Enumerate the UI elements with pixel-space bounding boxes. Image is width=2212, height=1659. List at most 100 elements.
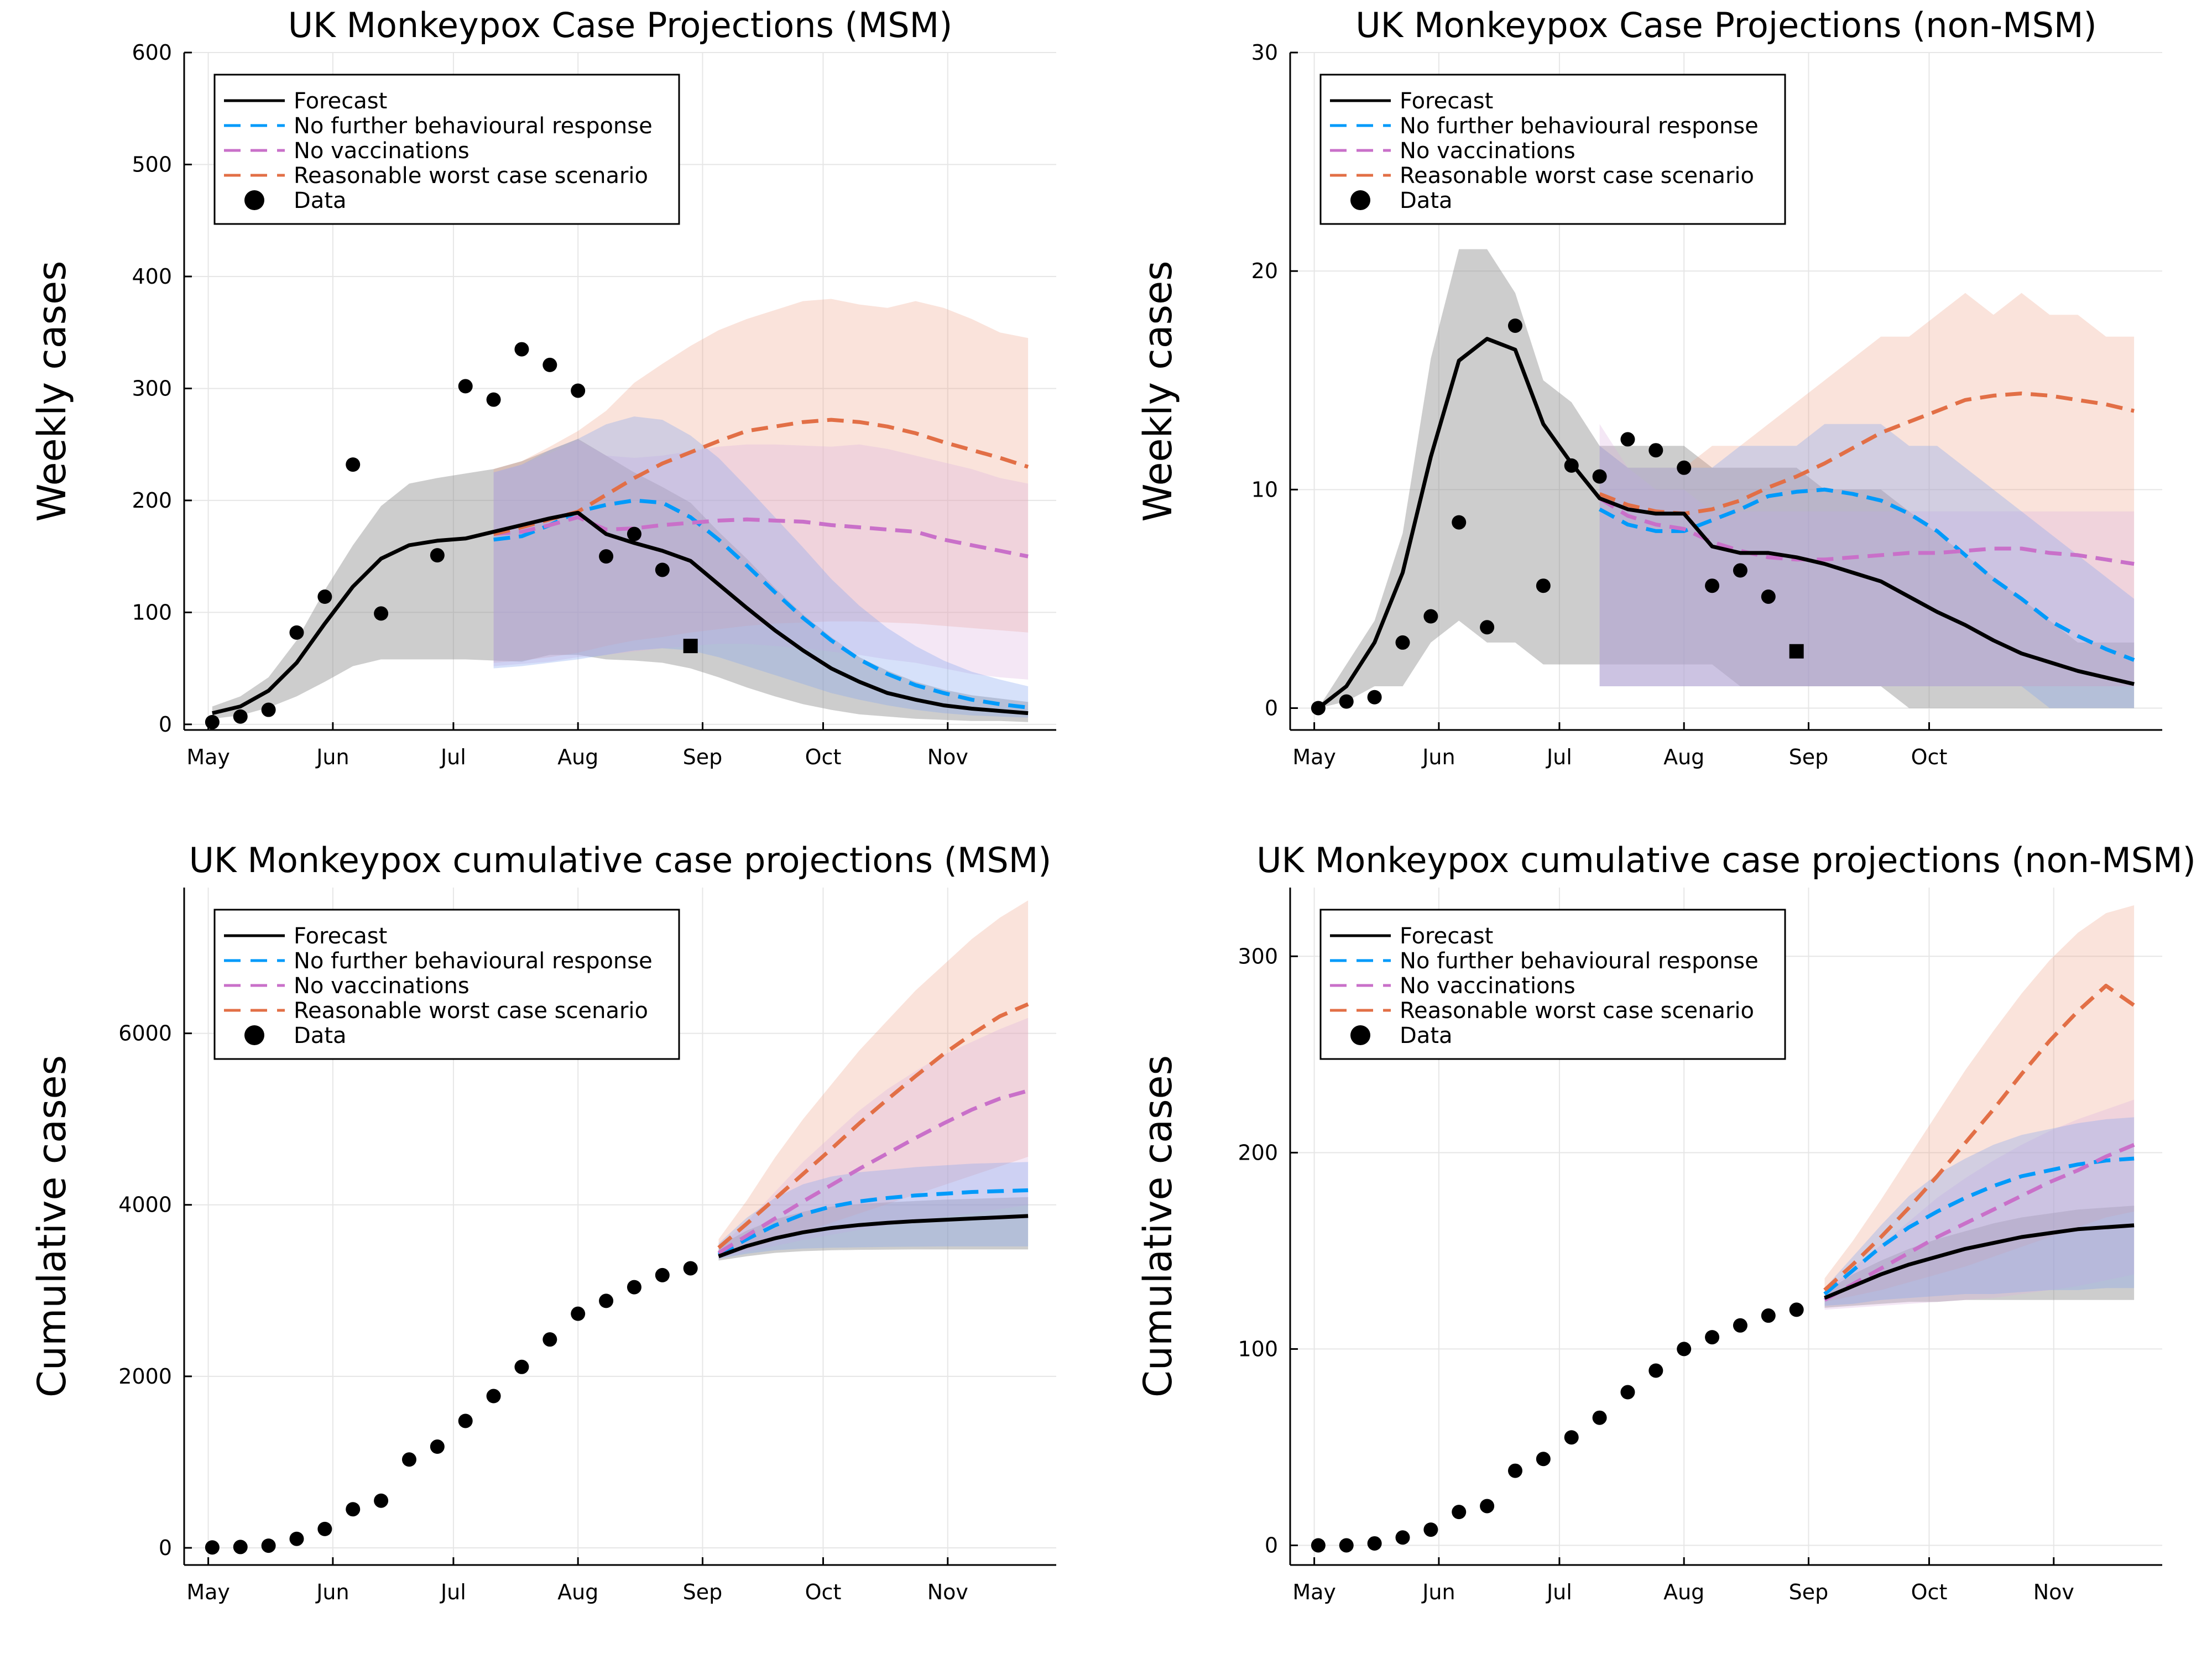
data-point [1648, 1363, 1663, 1378]
forecast-band [212, 439, 1029, 722]
data-point [1620, 432, 1635, 447]
forecast-line [1824, 1223, 2135, 1300]
no_vaccination-band [718, 1018, 1029, 1259]
data-point [599, 1293, 614, 1308]
forecast-line [1317, 337, 2135, 710]
data-point [1564, 1430, 1579, 1445]
chart-panel-1: 0 100 200 300 400 500 600 May Jun Jul Aug Sep Oct Nov… [29, 5, 1056, 769]
legend-label-forecast: Forecast [294, 88, 387, 114]
data-point [458, 1413, 473, 1428]
legend-marker-data [244, 190, 264, 210]
data-point [1761, 1308, 1776, 1323]
x-tick-label: May [1292, 1580, 1336, 1604]
data-point [1395, 1530, 1410, 1545]
chart-title: UK Monkeypox Case Projections (non-MSM) [1355, 5, 2096, 45]
data-point [1311, 1538, 1326, 1553]
y-tick-label: 4000 [118, 1193, 172, 1217]
data-point [514, 1359, 529, 1374]
data-point [542, 357, 557, 372]
worst_case-line [493, 418, 1029, 536]
y-axis-label: Cumulative cases [1135, 1055, 1181, 1397]
y-tick-label: 6000 [118, 1021, 172, 1046]
y-tick-label: 100 [132, 600, 172, 624]
data-point [1367, 1536, 1382, 1551]
data-point [655, 1267, 670, 1282]
y-tick-label: 0 [1265, 696, 1278, 720]
data-point [599, 549, 614, 564]
x-tick-label: Jun [315, 1580, 349, 1604]
data-point [1789, 1302, 1804, 1317]
x-tick-label: Aug [557, 1580, 598, 1604]
legend-label-data: Data [294, 188, 347, 213]
legend-label-worst_case: Reasonable worst case scenario [294, 163, 648, 189]
legend-label-worst_case: Reasonable worst case scenario [1400, 998, 1754, 1024]
data-point [346, 1502, 361, 1517]
x-tick-label: Sep [683, 1580, 723, 1604]
data-point [1480, 620, 1495, 635]
legend-label-data: Data [1400, 1023, 1453, 1048]
data-point [1592, 1410, 1607, 1425]
data-point [430, 548, 445, 563]
legend-label-data: Data [1400, 188, 1453, 213]
data-point [1452, 1505, 1467, 1520]
x-tick-label: Jul [440, 745, 466, 769]
data-point [1733, 563, 1747, 578]
legend-box [213, 909, 680, 1060]
legend-label-forecast: Forecast [1400, 88, 1493, 114]
data-point [542, 1332, 557, 1347]
legend-label-forecast: Forecast [294, 924, 387, 949]
data-point [627, 526, 641, 541]
x-tick-label: Aug [557, 745, 598, 769]
data-point [458, 379, 473, 394]
data-point [571, 1306, 586, 1321]
y-tick-label: 200 [132, 488, 172, 513]
chart-title: UK Monkeypox cumulative case projections… [189, 840, 1052, 880]
y-tick-label: 0 [159, 1536, 172, 1560]
y-axis-label: Weekly cases [29, 260, 75, 521]
data-point [486, 392, 501, 407]
forecast-line [718, 1214, 1029, 1259]
worst_case-line [717, 1002, 1029, 1249]
worst_case-band [1824, 905, 2135, 1302]
no_behaviour-line [1598, 487, 2135, 662]
data-point [655, 562, 670, 577]
data-point [374, 1493, 389, 1508]
forecast-line [212, 510, 1029, 716]
data-point [317, 589, 332, 604]
data-point [317, 1521, 332, 1536]
data-point [430, 1439, 445, 1454]
data-point [514, 342, 529, 357]
x-tick-label: Jun [1421, 745, 1455, 769]
data-point [289, 625, 304, 640]
data-point [261, 1538, 276, 1553]
legend-label-no_behaviour: No further behavioural response [1400, 948, 1759, 974]
x-tick-label: Oct [1911, 1580, 1948, 1604]
worst_case-line [1599, 392, 2135, 516]
x-tick-label: Nov [927, 1580, 968, 1604]
data-point [1536, 1452, 1551, 1467]
worst_case-band [1599, 293, 2135, 686]
legend-box [1319, 74, 1786, 225]
y-tick-label: 300 [1238, 944, 1278, 968]
worst_case-line [1823, 984, 2136, 1292]
data-point [205, 714, 220, 729]
forecast-band [718, 1197, 1029, 1261]
y-tick-label: 500 [132, 152, 172, 176]
data-point [1648, 443, 1663, 458]
data-point [627, 1280, 641, 1295]
x-tick-label: Sep [683, 745, 723, 769]
x-tick-label: Jul [440, 1580, 466, 1604]
y-tick-label: 400 [132, 264, 172, 289]
chart-panel-3: 0 2000 4000 6000 May Jun Jul Aug Sep Oct Nov UK Mon… [29, 840, 1056, 1604]
data-point [233, 1540, 248, 1554]
x-tick-label: Oct [805, 745, 842, 769]
legend-label-no_vaccination: No vaccinations [294, 138, 469, 164]
x-tick-label: Oct [1911, 745, 1948, 769]
legend-label-no_behaviour: No further behavioural response [1400, 113, 1759, 139]
legend-label-data: Data [294, 1023, 347, 1048]
x-tick-label: Jun [315, 745, 349, 769]
